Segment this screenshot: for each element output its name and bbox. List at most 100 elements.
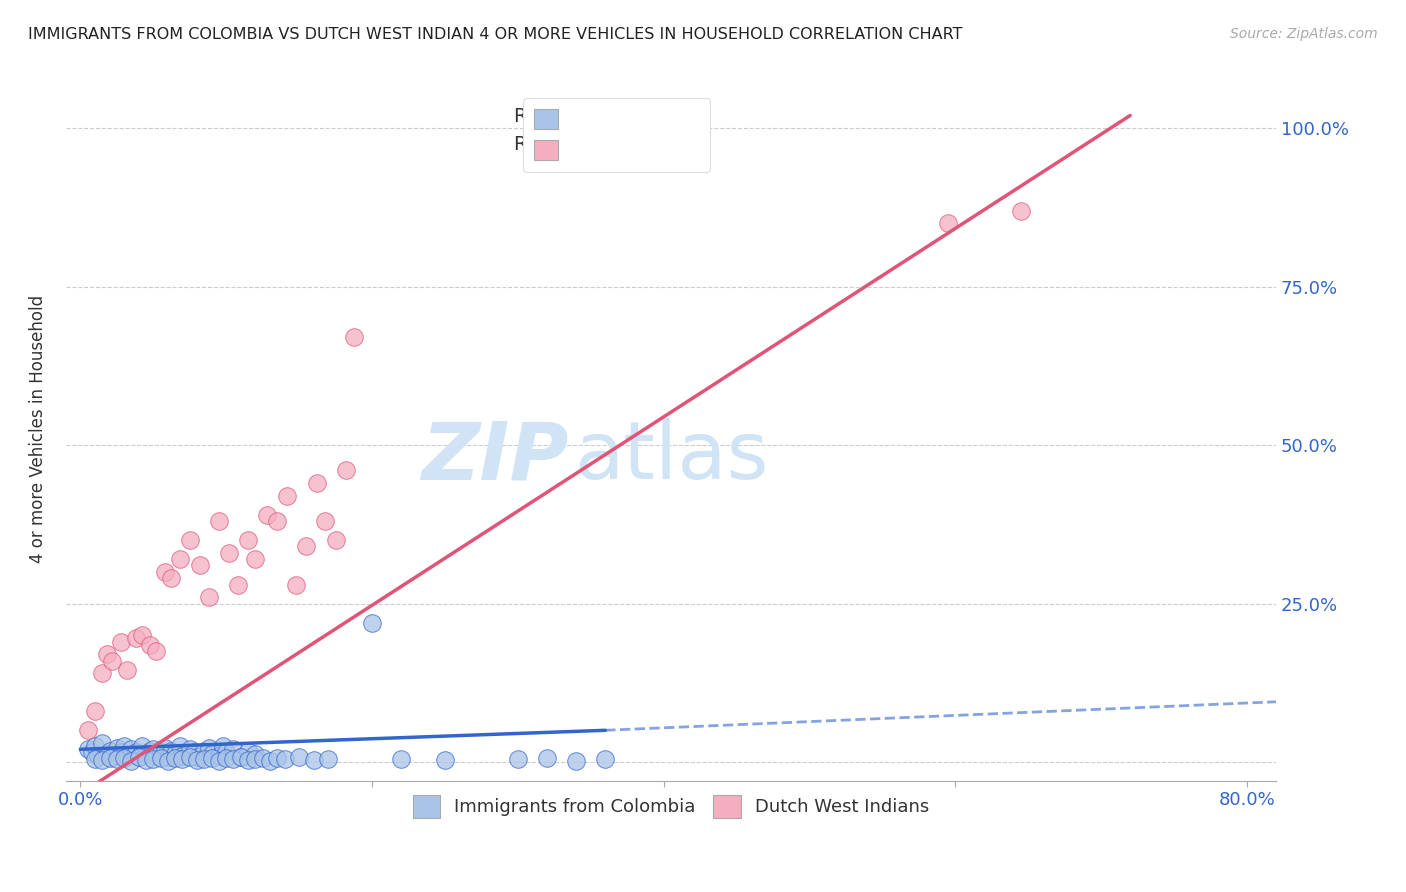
Point xyxy=(110,634,132,648)
Point xyxy=(76,723,98,738)
Point xyxy=(305,476,328,491)
Point xyxy=(188,558,211,573)
Point xyxy=(84,752,107,766)
Point xyxy=(285,577,308,591)
Point xyxy=(112,739,135,753)
Point xyxy=(229,750,252,764)
Point xyxy=(179,750,201,764)
Point xyxy=(245,552,267,566)
Point xyxy=(361,615,384,630)
Legend: Immigrants from Colombia, Dutch West Indians: Immigrants from Colombia, Dutch West Ind… xyxy=(405,789,936,825)
Point xyxy=(302,753,325,767)
Point xyxy=(325,533,347,548)
Point xyxy=(565,754,588,768)
Point xyxy=(193,752,215,766)
Point xyxy=(165,751,187,765)
Point xyxy=(139,743,162,757)
Text: ZIP: ZIP xyxy=(420,418,568,496)
Point xyxy=(186,753,208,767)
Point xyxy=(172,752,194,766)
Point xyxy=(936,216,959,230)
Point xyxy=(149,746,172,760)
Point xyxy=(273,752,295,766)
Point xyxy=(120,742,142,756)
Point xyxy=(183,746,205,760)
Text: IMMIGRANTS FROM COLOMBIA VS DUTCH WEST INDIAN 4 OR MORE VEHICLES IN HOUSEHOLD CO: IMMIGRANTS FROM COLOMBIA VS DUTCH WEST I… xyxy=(28,27,963,42)
Point xyxy=(208,748,231,763)
Point xyxy=(245,752,267,766)
Point xyxy=(201,750,224,764)
Point xyxy=(389,752,412,766)
Point xyxy=(101,750,124,764)
Point xyxy=(208,754,231,768)
Point xyxy=(149,750,172,764)
Text: 77: 77 xyxy=(668,107,696,126)
Point xyxy=(169,739,191,753)
Point xyxy=(215,751,238,765)
Point xyxy=(215,746,238,760)
Point xyxy=(218,546,240,560)
Point xyxy=(84,704,107,718)
Point xyxy=(110,745,132,759)
Point xyxy=(87,748,110,763)
Point xyxy=(112,751,135,765)
Point xyxy=(208,514,231,528)
Point xyxy=(128,750,150,764)
Point xyxy=(212,739,235,753)
Point xyxy=(101,654,124,668)
Point xyxy=(172,748,194,763)
Text: atlas: atlas xyxy=(574,418,769,496)
Point xyxy=(115,748,138,763)
Point xyxy=(593,752,616,766)
Point xyxy=(536,751,558,765)
Point xyxy=(266,514,288,528)
Point xyxy=(159,743,181,757)
Point xyxy=(142,752,165,766)
Text: N =: N = xyxy=(616,135,659,153)
Point xyxy=(314,514,336,528)
Point xyxy=(131,628,153,642)
Point xyxy=(115,663,138,677)
Point xyxy=(135,747,157,762)
Point xyxy=(105,741,128,756)
Point xyxy=(91,666,114,681)
Point xyxy=(179,533,201,548)
Point xyxy=(236,753,259,767)
Point xyxy=(276,489,298,503)
Point xyxy=(201,747,224,762)
Point xyxy=(433,753,456,767)
Point xyxy=(76,742,98,756)
Point xyxy=(1010,203,1032,218)
Text: R =: R = xyxy=(513,107,555,126)
Point xyxy=(165,747,187,762)
Point xyxy=(105,752,128,766)
Point xyxy=(120,754,142,768)
Text: 0.091: 0.091 xyxy=(568,107,630,126)
Text: 34: 34 xyxy=(668,135,696,153)
Text: R =: R = xyxy=(513,135,555,153)
Point xyxy=(153,741,176,756)
Point xyxy=(236,533,259,548)
Point xyxy=(229,750,252,764)
Point xyxy=(145,748,167,763)
Point xyxy=(153,565,176,579)
Point xyxy=(222,752,245,766)
Point xyxy=(159,571,181,585)
Point xyxy=(179,742,201,756)
Text: Source: ZipAtlas.com: Source: ZipAtlas.com xyxy=(1230,27,1378,41)
Y-axis label: 4 or more Vehicles in Household: 4 or more Vehicles in Household xyxy=(30,295,46,563)
Point xyxy=(98,750,121,764)
Point xyxy=(252,750,274,764)
Point xyxy=(91,753,114,767)
Point xyxy=(125,632,148,646)
Text: N =: N = xyxy=(616,107,659,126)
Point xyxy=(316,752,339,766)
Point xyxy=(236,743,259,757)
Point xyxy=(186,750,208,764)
Point xyxy=(96,747,118,762)
Point xyxy=(156,750,179,764)
Point xyxy=(266,751,288,765)
Point xyxy=(156,754,179,768)
Point xyxy=(506,752,529,766)
Point xyxy=(197,741,219,756)
